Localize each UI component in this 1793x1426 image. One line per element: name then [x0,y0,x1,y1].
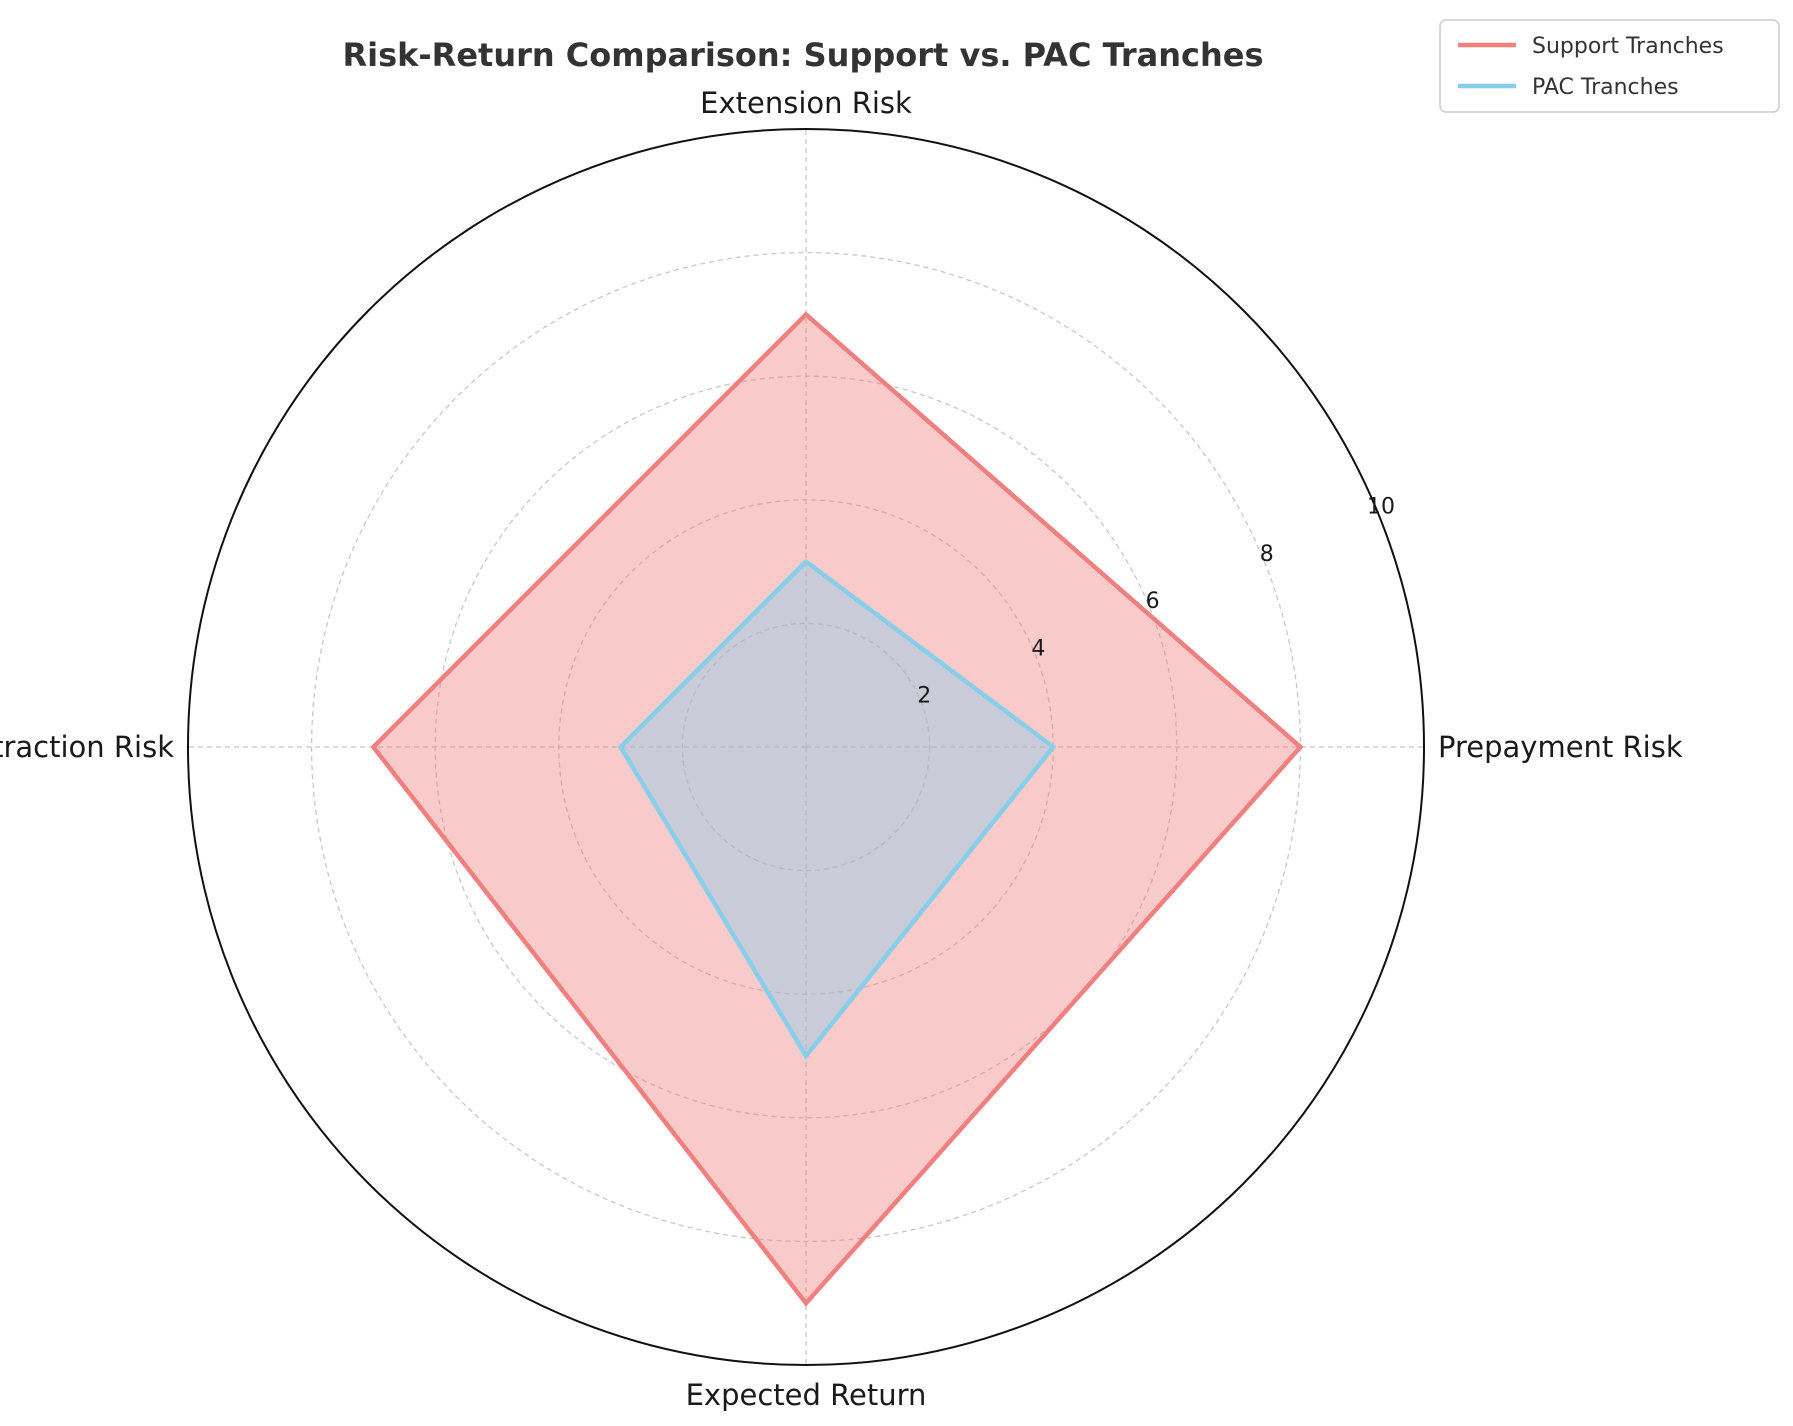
series-line-0 [370,311,1304,1307]
grid-ring-2 [681,622,931,872]
legend-box [1439,19,1780,113]
category-label: Prepayment Risk [1438,730,1683,764]
series-fill-1 [620,561,1054,1056]
r-tick-label: 2 [917,684,931,709]
legend[interactable]: Support Tranches PAC Tranches [1439,19,1780,113]
r-tick-label: 4 [1031,636,1045,661]
r-tick-label: 6 [1146,589,1160,614]
legend-label: Support Tranches [1532,34,1724,59]
series-layer [370,311,1304,1307]
outer-circle [187,128,1425,1366]
label-layer: 2 4 6 8 10 Prepayment Risk Extension Risk Contr… [0,86,1683,1412]
category-label: Contraction Risk [0,730,174,764]
category-label: Expected Return [686,1378,927,1412]
legend-label: PAC Tranches [1532,75,1679,100]
series-fill-0 [373,314,1301,1304]
chart-title: Risk-Return Comparison: Support vs. PAC … [342,36,1263,74]
series-line-1 [617,558,1057,1060]
r-tick-label: 8 [1260,542,1274,567]
category-label: Extension Risk [700,86,912,120]
r-tick-label: 10 [1367,495,1395,520]
outer-frame [187,128,1425,1366]
